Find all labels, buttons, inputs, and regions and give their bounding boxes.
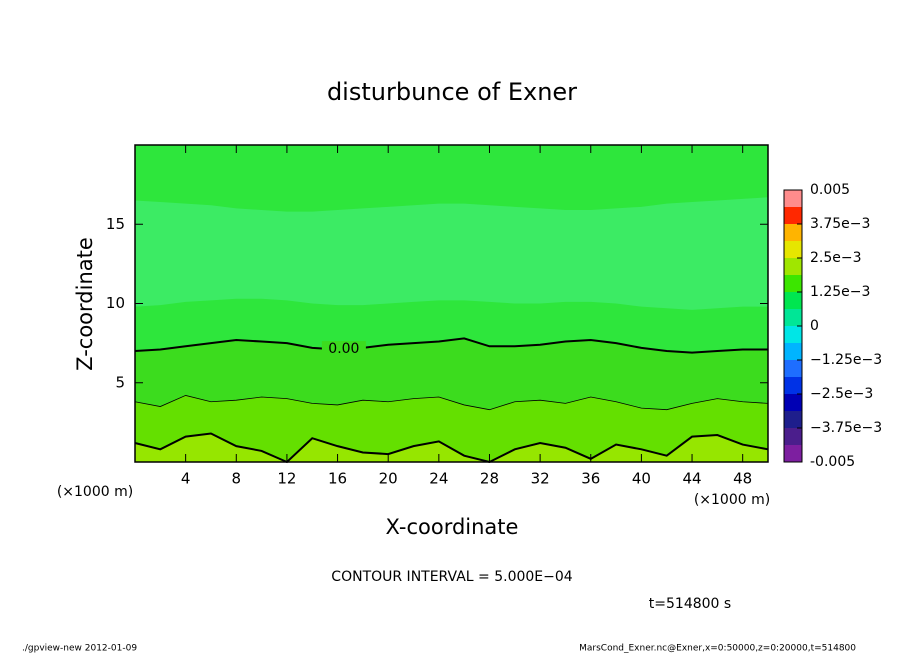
colorbar-tick-label: −1.25e−3: [810, 352, 882, 368]
x-tick-label: 28: [480, 470, 499, 488]
chart-title: disturbunce of Exner: [327, 78, 577, 106]
x-tick-label: 48: [733, 470, 752, 488]
y-unit: (×1000 m): [57, 484, 133, 500]
footer-right: MarsCond_Exner.nc@Exner,x=0:50000,z=0:20…: [579, 644, 856, 654]
y-tick-label: 10: [106, 294, 125, 312]
y-axis-title: Z-coordinate: [73, 237, 97, 371]
x-tick-label: 32: [531, 470, 550, 488]
x-tick-label: 24: [429, 470, 448, 488]
x-tick-label: 16: [328, 470, 347, 488]
colorbar-band: [784, 326, 802, 343]
colorbar-band: [784, 445, 802, 462]
colorbar-band: [784, 292, 802, 309]
colorbar-band: [784, 224, 802, 241]
contour-label: 0.00: [328, 341, 359, 357]
footer-left: ./gpview-new 2012-01-09: [22, 644, 137, 654]
colorbar-band: [784, 360, 802, 377]
contour-interval: CONTOUR INTERVAL = 5.000E−04: [331, 569, 572, 585]
y-tick-label: 15: [106, 215, 125, 233]
colorbar-tick-label: 3.75e−3: [810, 216, 870, 232]
x-tick-label: 36: [581, 470, 600, 488]
colorbar-tick-label: 0: [810, 318, 819, 334]
colorbar-band: [784, 377, 802, 394]
colorbar-tick-label: -0.005: [810, 454, 855, 470]
x-axis-title: X-coordinate: [386, 515, 519, 539]
contour-line: [134, 395, 769, 411]
time-label: t=514800 s: [649, 596, 731, 612]
colorbar-band: [784, 190, 802, 207]
contour-fill: [135, 395, 768, 462]
colorbar-band: [784, 343, 802, 360]
x-tick-label: 8: [232, 470, 242, 488]
colorbar-tick-label: −3.75e−3: [810, 420, 882, 436]
contour-line: [134, 432, 769, 464]
colorbar-tick-label: 1.25e−3: [810, 284, 870, 300]
colorbar-band: [784, 411, 802, 428]
colorbar-band: [784, 207, 802, 224]
x-tick-label: 12: [277, 470, 296, 488]
colorbar-tick-label: 2.5e−3: [810, 250, 862, 266]
x-unit: (×1000 m): [694, 492, 770, 508]
x-tick-label: 4: [181, 470, 191, 488]
contour-line: [134, 337, 768, 354]
y-tick-label: 5: [115, 373, 125, 391]
x-tick-label: 44: [682, 470, 701, 488]
x-tick-label: 20: [379, 470, 398, 488]
colorbar-band: [784, 394, 802, 411]
colorbar-band: [784, 258, 802, 275]
colorbar-band: [784, 309, 802, 326]
colorbar-band: [784, 275, 802, 292]
x-tick-label: 40: [632, 470, 651, 488]
colorbar-tick-label: −2.5e−3: [810, 386, 873, 402]
contour-label-bg: [321, 341, 366, 358]
contour-fill: [135, 433, 768, 462]
colorbar-band: [784, 241, 802, 258]
colorbar-band: [784, 428, 802, 445]
colorbar-tick-label: 0.005: [810, 182, 850, 198]
